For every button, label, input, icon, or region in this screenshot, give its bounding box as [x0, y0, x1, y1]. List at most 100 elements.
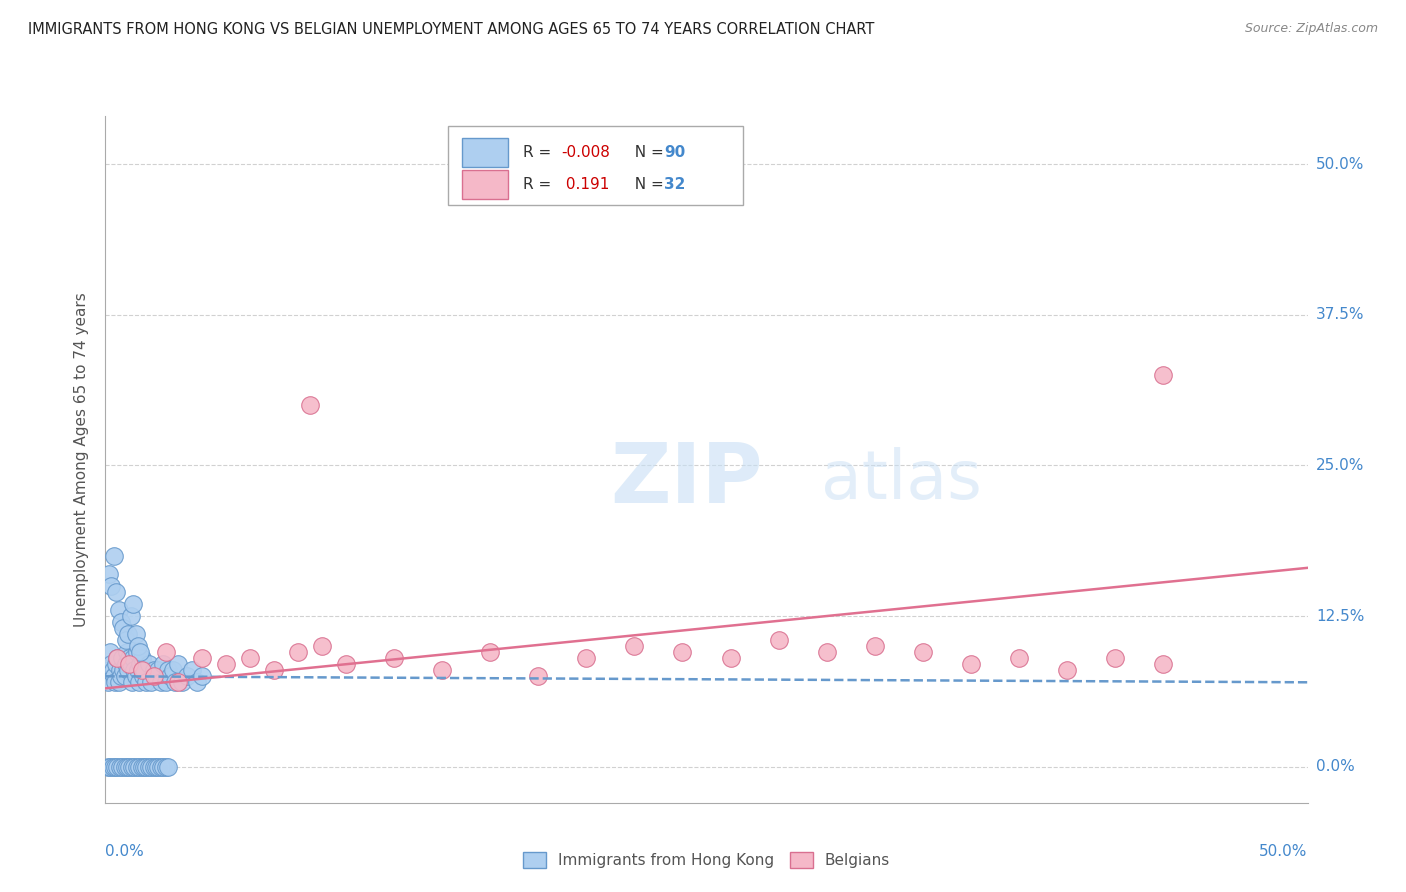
Point [142, 669, 165, 683]
Point [166, 657, 188, 672]
Text: 50.0%: 50.0% [1316, 157, 1364, 171]
Point [149, 675, 172, 690]
Point [139, 759, 162, 773]
Point [112, 663, 135, 677]
Point [127, 663, 149, 677]
Point [1152, 657, 1174, 672]
Point [162, 663, 184, 677]
Point [142, 759, 165, 773]
Point [145, 759, 167, 773]
Point [107, 651, 129, 665]
Point [98, 663, 121, 677]
Point [155, 645, 177, 659]
Point [115, 633, 138, 648]
Text: N =: N = [624, 178, 668, 192]
Point [98, 566, 121, 581]
Point [118, 651, 141, 665]
Text: 50.0%: 50.0% [1260, 844, 1308, 859]
Point [335, 657, 357, 672]
Text: 12.5%: 12.5% [1316, 608, 1364, 624]
Point [105, 585, 128, 599]
Text: 0.0%: 0.0% [1316, 759, 1354, 774]
Point [145, 669, 167, 683]
Point [960, 657, 983, 672]
Point [720, 651, 742, 665]
Point [190, 669, 212, 683]
Point [101, 759, 124, 773]
Point [132, 759, 155, 773]
Point [239, 651, 262, 665]
Point [122, 651, 145, 665]
Text: 0.0%: 0.0% [105, 844, 145, 859]
Point [128, 675, 150, 690]
Point [104, 675, 127, 690]
Point [575, 651, 598, 665]
Point [156, 759, 179, 773]
Point [152, 657, 174, 672]
Point [101, 663, 124, 677]
Text: R =: R = [523, 145, 555, 160]
Text: 32: 32 [665, 178, 686, 192]
Point [623, 639, 645, 653]
Point [100, 579, 122, 593]
Text: atlas: atlas [821, 447, 981, 513]
Point [214, 657, 236, 672]
Point [110, 669, 132, 683]
Point [132, 669, 155, 683]
Point [863, 639, 886, 653]
Text: 25.0%: 25.0% [1316, 458, 1364, 473]
Point [104, 759, 127, 773]
Point [1104, 651, 1126, 665]
Point [121, 675, 143, 690]
Point [124, 669, 146, 683]
Point [107, 675, 129, 690]
Point [115, 657, 138, 672]
Point [111, 759, 134, 773]
Point [107, 603, 129, 617]
Text: R =: R = [523, 178, 555, 192]
Bar [463, 170, 508, 199]
Text: 90: 90 [665, 145, 686, 160]
Text: ZIP: ZIP [610, 440, 763, 521]
Point [132, 663, 155, 677]
Point [148, 759, 170, 773]
Text: -0.008: -0.008 [561, 145, 610, 160]
Point [159, 669, 181, 683]
Point [129, 657, 152, 672]
Point [108, 663, 131, 677]
Point [117, 663, 139, 677]
Text: N =: N = [624, 145, 668, 160]
Point [1152, 368, 1174, 382]
Point [128, 759, 150, 773]
Point [287, 645, 309, 659]
Text: IMMIGRANTS FROM HONG KONG VS BELGIAN UNEMPLOYMENT AMONG AGES 65 TO 74 YEARS CORR: IMMIGRANTS FROM HONG KONG VS BELGIAN UNE… [28, 22, 875, 37]
Point [129, 645, 152, 659]
Point [97, 759, 120, 773]
Point [124, 759, 146, 773]
Text: Source: ZipAtlas.com: Source: ZipAtlas.com [1244, 22, 1378, 36]
Point [527, 669, 550, 683]
Point [815, 645, 838, 659]
Point [131, 663, 153, 677]
Point [121, 759, 143, 773]
Point [263, 663, 285, 677]
Point [149, 759, 172, 773]
Point [155, 675, 177, 690]
Point [111, 651, 134, 665]
Point [103, 549, 125, 563]
Point [115, 645, 138, 659]
Point [152, 759, 174, 773]
Point [165, 675, 187, 690]
Point [311, 639, 333, 653]
Point [166, 675, 188, 690]
Point [131, 759, 153, 773]
Point [124, 663, 146, 677]
Point [125, 645, 148, 659]
Y-axis label: Unemployment Among Ages 65 to 74 years: Unemployment Among Ages 65 to 74 years [75, 292, 90, 627]
Point [138, 759, 160, 773]
Point [124, 627, 146, 641]
Point [911, 645, 934, 659]
Point [176, 669, 198, 683]
Point [131, 651, 153, 665]
Text: 37.5%: 37.5% [1316, 307, 1364, 322]
